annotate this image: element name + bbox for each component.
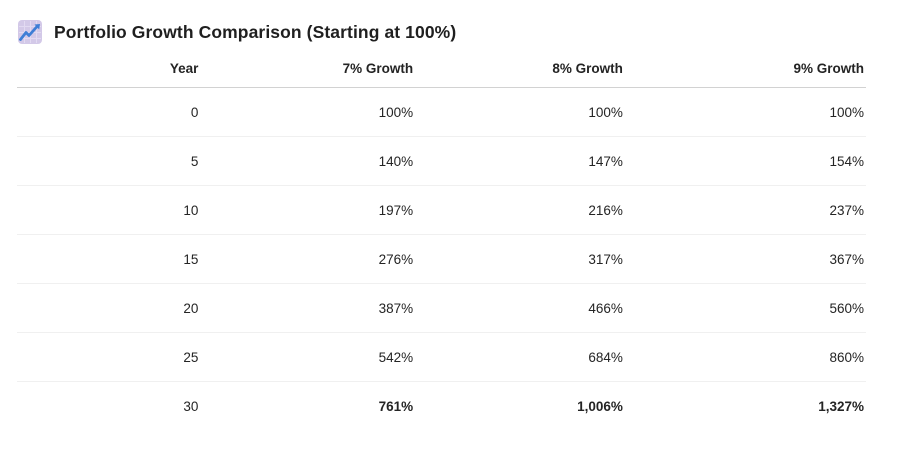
column-header-9pct-growth: 9% Growth	[624, 55, 866, 88]
cell-7pct-growth: 542%	[200, 332, 416, 382]
report-header: Portfolio Growth Comparison (Starting at…	[0, 0, 901, 49]
cell-8pct-growth: 684%	[415, 332, 625, 382]
cell-9pct-growth: 100%	[624, 87, 866, 137]
header-row: Year 7% Growth 8% Growth 9% Growth	[17, 55, 866, 88]
cell-8pct-growth: 147%	[415, 136, 625, 186]
cell-8pct-growth: 1,006%	[577, 398, 623, 414]
cell-9pct-growth: 860%	[624, 332, 866, 382]
cell-8pct-growth: 100%	[415, 87, 625, 137]
cell-9pct-growth: 560%	[624, 283, 866, 333]
cell-7pct-growth: 100%	[200, 87, 416, 137]
table-row: 15 276% 317% 367%	[17, 234, 866, 284]
cell-year: 10	[17, 185, 201, 235]
cell-8pct-growth: 317%	[415, 234, 625, 284]
table-row: 10 197% 216% 237%	[17, 185, 866, 235]
cell-year: 15	[17, 234, 201, 284]
cell-9pct-growth: 1,327%	[818, 398, 864, 414]
cell-8pct-growth: 466%	[415, 283, 625, 333]
table-row: 5 140% 147% 154%	[17, 136, 866, 186]
table-row: 25 542% 684% 860%	[17, 332, 866, 382]
page-title: Portfolio Growth Comparison (Starting at…	[54, 21, 457, 42]
cell-year: 25	[17, 332, 201, 382]
chart-increasing-icon	[18, 20, 42, 44]
cell-year: 30	[183, 398, 199, 414]
column-header-8pct-growth: 8% Growth	[415, 55, 625, 88]
table-row: 20 387% 466% 560%	[17, 283, 866, 333]
growth-comparison-table: Year 7% Growth 8% Growth 9% Growth 0 100%…	[17, 55, 866, 430]
cell-7pct-growth: 276%	[200, 234, 416, 284]
table-row: 30 761% 1,006% 1,327%	[17, 382, 866, 431]
table-row: 0 100% 100% 100%	[17, 87, 866, 137]
cell-9pct-growth: 237%	[624, 185, 866, 235]
table-body: 0 100% 100% 100% 5 140% 147% 154% 10 197% 216% 237%…	[17, 87, 866, 431]
cell-year: 0	[17, 87, 201, 137]
cell-7pct-growth: 197%	[200, 185, 416, 235]
column-header-7pct-growth: 7% Growth	[200, 55, 416, 88]
column-header-year: Year	[17, 55, 201, 88]
table-header: Year 7% Growth 8% Growth 9% Growth	[17, 55, 866, 88]
table-container: Year 7% Growth 8% Growth 9% Growth 0 100%…	[17, 55, 901, 430]
cell-year: 20	[17, 283, 201, 333]
cell-7pct-growth: 140%	[200, 136, 416, 186]
cell-8pct-growth: 216%	[415, 185, 625, 235]
cell-7pct-growth: 761%	[378, 398, 414, 414]
cell-7pct-growth: 387%	[200, 283, 416, 333]
cell-9pct-growth: 154%	[624, 136, 866, 186]
cell-year: 5	[17, 136, 201, 186]
cell-9pct-growth: 367%	[624, 234, 866, 284]
